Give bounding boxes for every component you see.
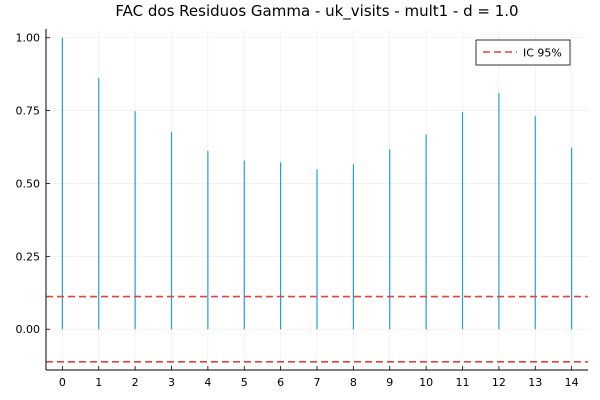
x-tick-label: 11 — [456, 376, 470, 389]
x-tick-label: 7 — [314, 376, 321, 389]
y-tick-label: 0.50 — [16, 177, 41, 190]
x-tick-label: 10 — [419, 376, 433, 389]
x-tick-label: 4 — [204, 376, 211, 389]
y-axis-ticks: 0.00 0.25 0.50 0.75 1.00 — [16, 32, 50, 336]
chart-title: FAC dos Residuos Gamma - uk_visits - mul… — [115, 2, 518, 21]
x-tick-label: 5 — [241, 376, 248, 389]
y-tick-label: 0.25 — [16, 250, 41, 263]
x-tick-label: 13 — [528, 376, 542, 389]
y-tick-label: 0.00 — [16, 323, 41, 336]
x-axis-ticks: 0 1 2 3 4 5 6 7 8 9 10 11 12 13 14 — [59, 366, 579, 389]
x-tick-label: 2 — [132, 376, 139, 389]
x-tick-label: 9 — [386, 376, 393, 389]
x-tick-label: 8 — [350, 376, 357, 389]
x-tick-label: 1 — [95, 376, 102, 389]
x-tick-label: 14 — [565, 376, 579, 389]
legend-box — [475, 39, 571, 66]
x-tick-label: 12 — [492, 376, 506, 389]
legend-label-ic95: IC 95% — [523, 47, 562, 60]
x-tick-label: 0 — [59, 376, 66, 389]
x-tick-label: 6 — [277, 376, 284, 389]
legend: IC 95% — [475, 39, 571, 66]
y-tick-label: 0.75 — [16, 105, 41, 118]
y-tick-label: 1.00 — [16, 32, 41, 45]
confidence-band — [46, 295, 588, 363]
x-tick-label: 3 — [168, 376, 175, 389]
